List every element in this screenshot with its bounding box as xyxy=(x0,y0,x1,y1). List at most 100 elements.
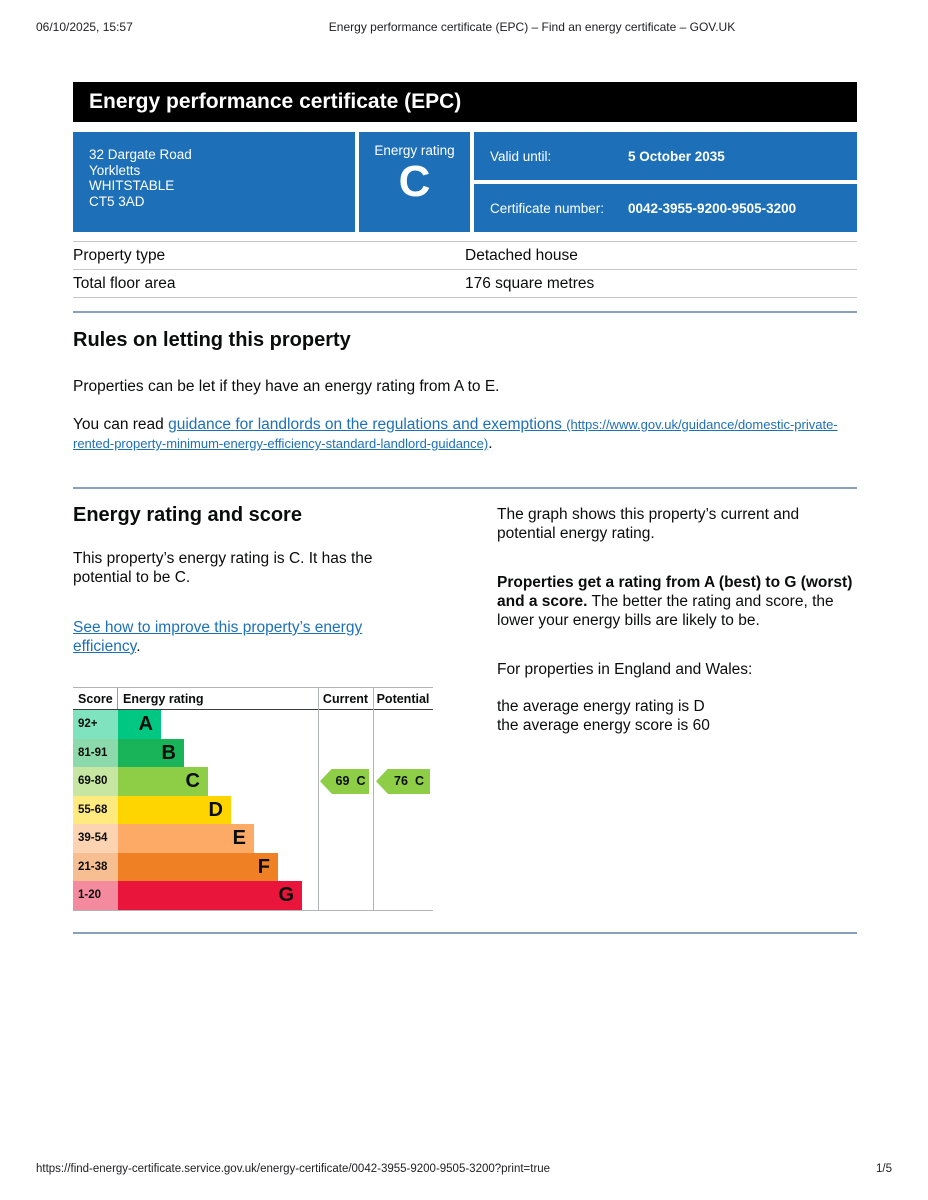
epc-band-bar: D xyxy=(118,795,231,824)
section-divider xyxy=(73,931,857,934)
epc-band-row: 81-91 B xyxy=(73,738,433,767)
epc-band-letter: D xyxy=(208,798,223,821)
print-header: 06/10/2025, 15:57 Energy performance cer… xyxy=(0,20,928,36)
guidance-prefix: You can read xyxy=(73,416,169,433)
landlord-guidance-link-text: guidance for landlords on the regulation… xyxy=(168,416,562,433)
epc-chart-rows: 92+ A 81-91 B 69-80 C 55-68 D 39-54 E 21-38 F 1-20 G xyxy=(73,710,433,910)
current-column-line xyxy=(318,688,319,910)
energy-rating-value: C xyxy=(398,157,431,206)
certificate-title: Energy performance certificate (EPC) xyxy=(89,90,462,113)
epc-band-letter: B xyxy=(161,741,176,764)
epc-band-bar: B xyxy=(118,738,184,767)
rules-heading: Rules on letting this property xyxy=(73,329,351,351)
rules-guidance-paragraph: You can read guidance for landlords on t… xyxy=(73,415,857,453)
certificate-number-label: Certificate number: xyxy=(490,200,605,216)
average-score-line: the average energy score is 60 xyxy=(497,717,710,734)
improve-efficiency-link[interactable]: See how to improve this property’s energ… xyxy=(73,619,363,655)
address-line-3: WHITSTABLE xyxy=(89,178,175,193)
guidance-suffix: . xyxy=(488,435,493,452)
epc-band-score: 92+ xyxy=(73,710,118,739)
current-rating-arrow-letter: C xyxy=(356,774,366,789)
potential-column-header: Potential xyxy=(376,691,430,706)
epc-band-score: 1-20 xyxy=(73,881,118,910)
potential-rating-arrow-score: 76 xyxy=(394,774,408,789)
table-row: Property type Detached house xyxy=(73,242,857,270)
average-rating-line: the average energy rating is D xyxy=(497,698,705,715)
score-column-header: Score xyxy=(73,688,118,709)
certificate-content: Energy performance certificate (EPC) 32 … xyxy=(73,82,857,934)
potential-rating-arrow-letter: C xyxy=(414,774,424,789)
valid-until-value: 5 October 2035 xyxy=(628,148,725,164)
property-address: 32 Dargate Road Yorkletts WHITSTABLE CT5… xyxy=(73,132,355,232)
address-line-4: CT5 3AD xyxy=(89,193,145,209)
print-footer-url: https://find-energy-certificate.service.… xyxy=(36,1163,551,1175)
current-rating-arrow-score: 69 xyxy=(335,774,350,789)
epc-chart-header: Score Energy rating Current Potential xyxy=(73,688,433,710)
rating-heading: Energy rating and score xyxy=(73,504,302,526)
epc-band-row: 21-38 F xyxy=(73,852,433,881)
certificate-number-value: 0042-3955-9200-9505-3200 xyxy=(628,200,797,216)
valid-until-label: Valid until: xyxy=(490,148,552,164)
rules-paragraph: Properties can be let if they have an en… xyxy=(73,378,500,395)
epc-band-score: 39-54 xyxy=(73,824,118,853)
epc-band-bar: E xyxy=(118,824,254,853)
address-line-2: Yorkletts xyxy=(89,162,141,178)
rating-summary-paragraph: This property’s energy rating is C. It h… xyxy=(73,550,373,586)
rating-explanation-bold: Properties get a rating from A (best) to… xyxy=(497,574,853,610)
potential-column-line xyxy=(373,688,374,910)
rating-left-column: Energy rating and score This property’s … xyxy=(73,503,433,911)
table-row: Total floor area 176 square metres xyxy=(73,270,857,298)
epc-band-bar: F xyxy=(118,852,278,881)
improve-paragraph: See how to improve this property’s energ… xyxy=(73,618,403,656)
print-footer: https://find-energy-certificate.service.… xyxy=(36,1163,892,1175)
epc-band-row: 1-20 G xyxy=(73,881,433,910)
certificate-summary-box: 32 Dargate Road Yorkletts WHITSTABLE CT5… xyxy=(73,132,857,232)
current-rating-arrow: 69 C xyxy=(320,768,369,794)
epc-band-row: 39-54 E xyxy=(73,824,433,853)
valid-until-row: Valid until: 5 October 2035 xyxy=(474,132,857,180)
epc-band-row: 92+ A xyxy=(73,710,433,739)
landlord-guidance-link[interactable]: guidance for landlords on the regulation… xyxy=(73,416,838,452)
epc-band-bar: C xyxy=(118,767,208,796)
epc-band-bar: A xyxy=(118,710,161,739)
epc-band-score: 55-68 xyxy=(73,795,118,824)
landlord-guidance-link-url: (https://www.gov.uk/guidance/domestic-pr… xyxy=(73,417,838,451)
print-datetime: 06/10/2025, 15:57 xyxy=(36,20,133,34)
epc-band-letter: A xyxy=(138,713,153,736)
epc-band-score: 21-38 xyxy=(73,852,118,881)
address-line-1: 32 Dargate Road xyxy=(89,147,192,162)
property-type-label: Property type xyxy=(73,246,166,264)
print-page-title: Energy performance certificate (EPC) – F… xyxy=(328,20,736,34)
certificate-number-row: Certificate number: 0042-3955-9200-9505-… xyxy=(474,184,857,232)
rating-column-header: Energy rating xyxy=(123,691,204,706)
epc-band-row: 69-80 C xyxy=(73,767,433,796)
epc-band-letter: C xyxy=(185,770,200,793)
epc-band-bar: G xyxy=(118,881,302,910)
energy-rating-section: Energy rating and score This property’s … xyxy=(73,503,857,911)
section-divider xyxy=(73,311,857,313)
current-column-header: Current xyxy=(322,691,369,706)
averages-paragraph: the average energy rating is D the avera… xyxy=(497,697,857,735)
certificate-meta: Valid until: 5 October 2035 Certificate … xyxy=(474,132,857,232)
rating-explanation: Properties get a rating from A (best) to… xyxy=(497,573,857,630)
rating-explanation-rest: The better the rating and score, the low… xyxy=(497,593,834,629)
epc-band-score: 69-80 xyxy=(73,767,118,796)
epc-rating-chart: Score Energy rating Current Potential 92… xyxy=(73,687,433,911)
potential-rating-arrow: 76 C xyxy=(376,768,430,794)
epc-band-score: 81-91 xyxy=(73,738,118,767)
floor-area-label: Total floor area xyxy=(73,274,176,292)
rating-right-column: The graph shows this property’s current … xyxy=(497,503,857,735)
property-details-table: Property type Detached house Total floor… xyxy=(73,241,857,298)
epc-band-letter: G xyxy=(278,884,294,907)
floor-area-value: 176 square metres xyxy=(465,274,595,292)
graph-description: The graph shows this property’s current … xyxy=(497,506,800,542)
energy-rating-box: Energy rating C xyxy=(359,132,470,232)
england-wales-intro: For properties in England and Wales: xyxy=(497,661,753,678)
property-type-value: Detached house xyxy=(465,246,578,264)
epc-band-letter: F xyxy=(257,855,270,878)
epc-band-letter: E xyxy=(232,827,246,850)
section-divider xyxy=(73,487,857,489)
improve-suffix: . xyxy=(136,638,141,655)
print-page-number: 1/5 xyxy=(876,1163,892,1175)
